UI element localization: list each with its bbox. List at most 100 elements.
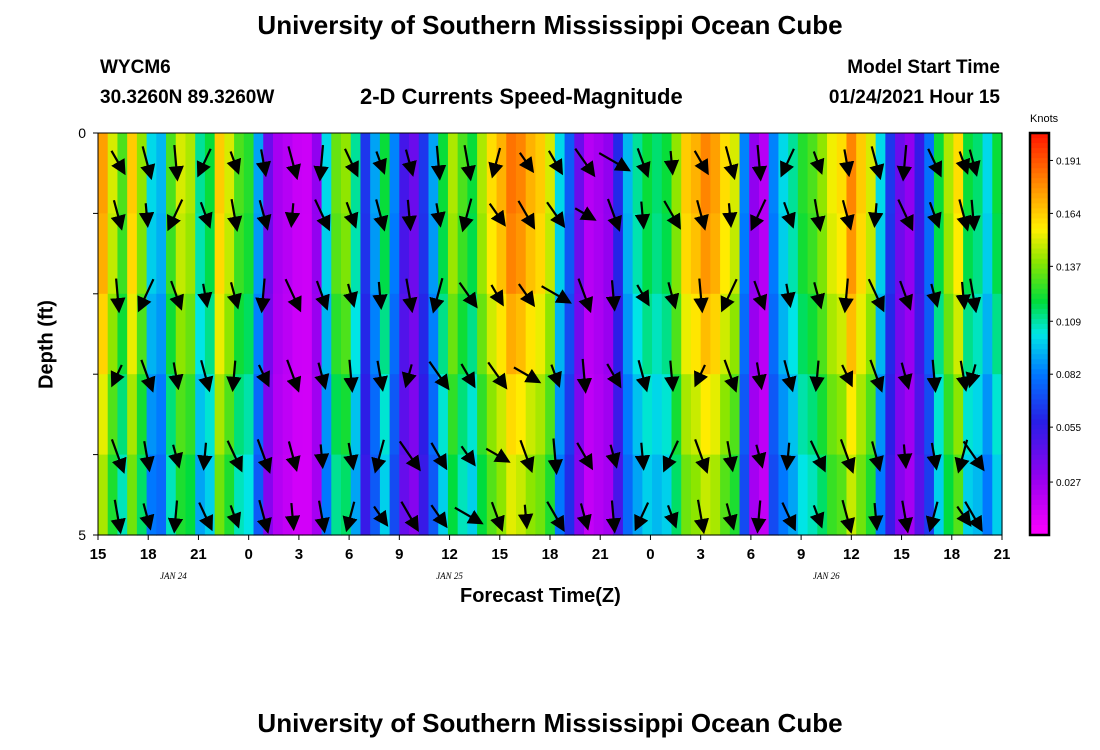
heatmap-cell <box>214 454 225 536</box>
current-vector <box>166 199 184 232</box>
heatmap-cell <box>360 293 371 375</box>
heatmap-cell <box>282 454 294 536</box>
heatmap-cell <box>758 454 770 536</box>
heatmap-cell <box>982 133 993 214</box>
heatmap-cell <box>720 374 731 456</box>
heatmap-cell <box>943 133 954 214</box>
current-vector <box>313 444 330 470</box>
colorbar-tick-label: 0.109 <box>1056 317 1081 328</box>
current-vector <box>315 280 330 311</box>
heatmap-cell <box>545 213 556 295</box>
heatmap-cell <box>895 454 906 536</box>
current-vector <box>926 442 942 471</box>
x-tick-label: 9 <box>797 546 805 563</box>
current-vector <box>517 283 536 308</box>
current-vector <box>965 199 981 232</box>
heatmap-cell <box>272 454 284 536</box>
heatmap-cell <box>895 374 906 456</box>
colorbar-segment <box>1030 469 1049 476</box>
current-vector <box>197 201 213 229</box>
heatmap-cell <box>700 133 711 214</box>
heatmap-cell <box>428 213 439 295</box>
current-vector <box>635 359 651 393</box>
current-vector <box>662 440 679 473</box>
heatmap-cell <box>700 213 711 295</box>
heatmap-cell <box>457 133 468 214</box>
heatmap-cell <box>166 374 177 456</box>
heatmap-cell <box>321 213 332 295</box>
colorbar-segment <box>1030 208 1049 214</box>
current-vector <box>964 501 983 532</box>
heatmap-cell <box>865 293 877 375</box>
current-vector <box>605 444 621 469</box>
heatmap-cell <box>661 293 673 375</box>
colorbar-segment <box>1030 339 1049 345</box>
colorbar-segment <box>1030 499 1049 506</box>
current-vector <box>110 499 126 535</box>
heatmap-cell <box>943 374 954 456</box>
heatmap-cell <box>603 133 614 214</box>
heatmap-cell <box>797 213 809 295</box>
current-vector <box>430 145 447 181</box>
current-vector <box>401 364 417 389</box>
current-vector <box>810 198 826 232</box>
heatmap-cell <box>846 293 857 375</box>
colorbar-segment <box>1030 494 1049 501</box>
heatmap-cell <box>875 454 886 536</box>
heatmap-cell <box>98 293 109 375</box>
heatmap-cell <box>797 293 809 375</box>
current-vector <box>634 442 651 471</box>
colorbar-segment <box>1030 384 1049 390</box>
current-vector <box>723 359 739 393</box>
heatmap-cell <box>166 454 177 536</box>
current-vector <box>576 503 592 531</box>
colorbar-segment <box>1030 509 1049 516</box>
current-vector <box>197 283 213 309</box>
heatmap-cell <box>166 213 177 295</box>
heatmap-cell <box>710 293 721 375</box>
heatmap-cell <box>778 374 789 456</box>
colorbar-segment <box>1030 178 1049 184</box>
current-vector <box>925 501 941 533</box>
heatmap-cell <box>545 293 556 375</box>
heatmap-cell <box>758 374 770 456</box>
colorbar-segment <box>1030 148 1049 154</box>
heatmap-cell <box>564 293 575 375</box>
heatmap-cell <box>554 213 566 295</box>
current-vector <box>454 506 484 525</box>
current-vector <box>897 362 913 390</box>
heatmap-cell <box>768 374 780 456</box>
heatmap-cell <box>185 213 196 295</box>
current-vector <box>927 148 943 178</box>
heatmap-cell <box>234 133 245 214</box>
heatmap-cell <box>263 374 274 456</box>
heatmap-cell <box>972 293 984 375</box>
heatmap-cell <box>749 374 760 456</box>
current-vector <box>574 147 596 178</box>
heatmap-cell <box>564 454 575 536</box>
heatmap-cell <box>136 374 148 456</box>
heatmap-cell <box>729 293 741 375</box>
heatmap-cell <box>545 374 556 456</box>
heatmap-cell <box>739 213 750 295</box>
current-vector <box>781 359 797 393</box>
heatmap-cell <box>652 454 663 536</box>
heatmap-cell <box>156 293 167 375</box>
colorbar-segment <box>1030 223 1049 230</box>
colorbar-segment <box>1030 344 1049 350</box>
current-vector <box>576 358 593 394</box>
model-start-time: 01/24/2021 Hour 15 <box>828 87 1000 108</box>
colorbar-segment <box>1030 133 1049 139</box>
x-tick-label: 21 <box>190 546 207 563</box>
heatmap-cell <box>661 133 673 214</box>
colorbar-segment <box>1030 479 1049 486</box>
heatmap-cell <box>972 454 984 536</box>
heatmap-cell <box>710 213 721 295</box>
heatmap-cell <box>98 374 109 456</box>
heatmap-cell <box>496 213 507 295</box>
heatmap-cell <box>729 454 741 536</box>
heatmap-cell <box>933 454 945 536</box>
current-vector <box>226 151 242 175</box>
date-label: JAN 24 <box>160 571 187 581</box>
heatmap-cell <box>214 213 225 295</box>
